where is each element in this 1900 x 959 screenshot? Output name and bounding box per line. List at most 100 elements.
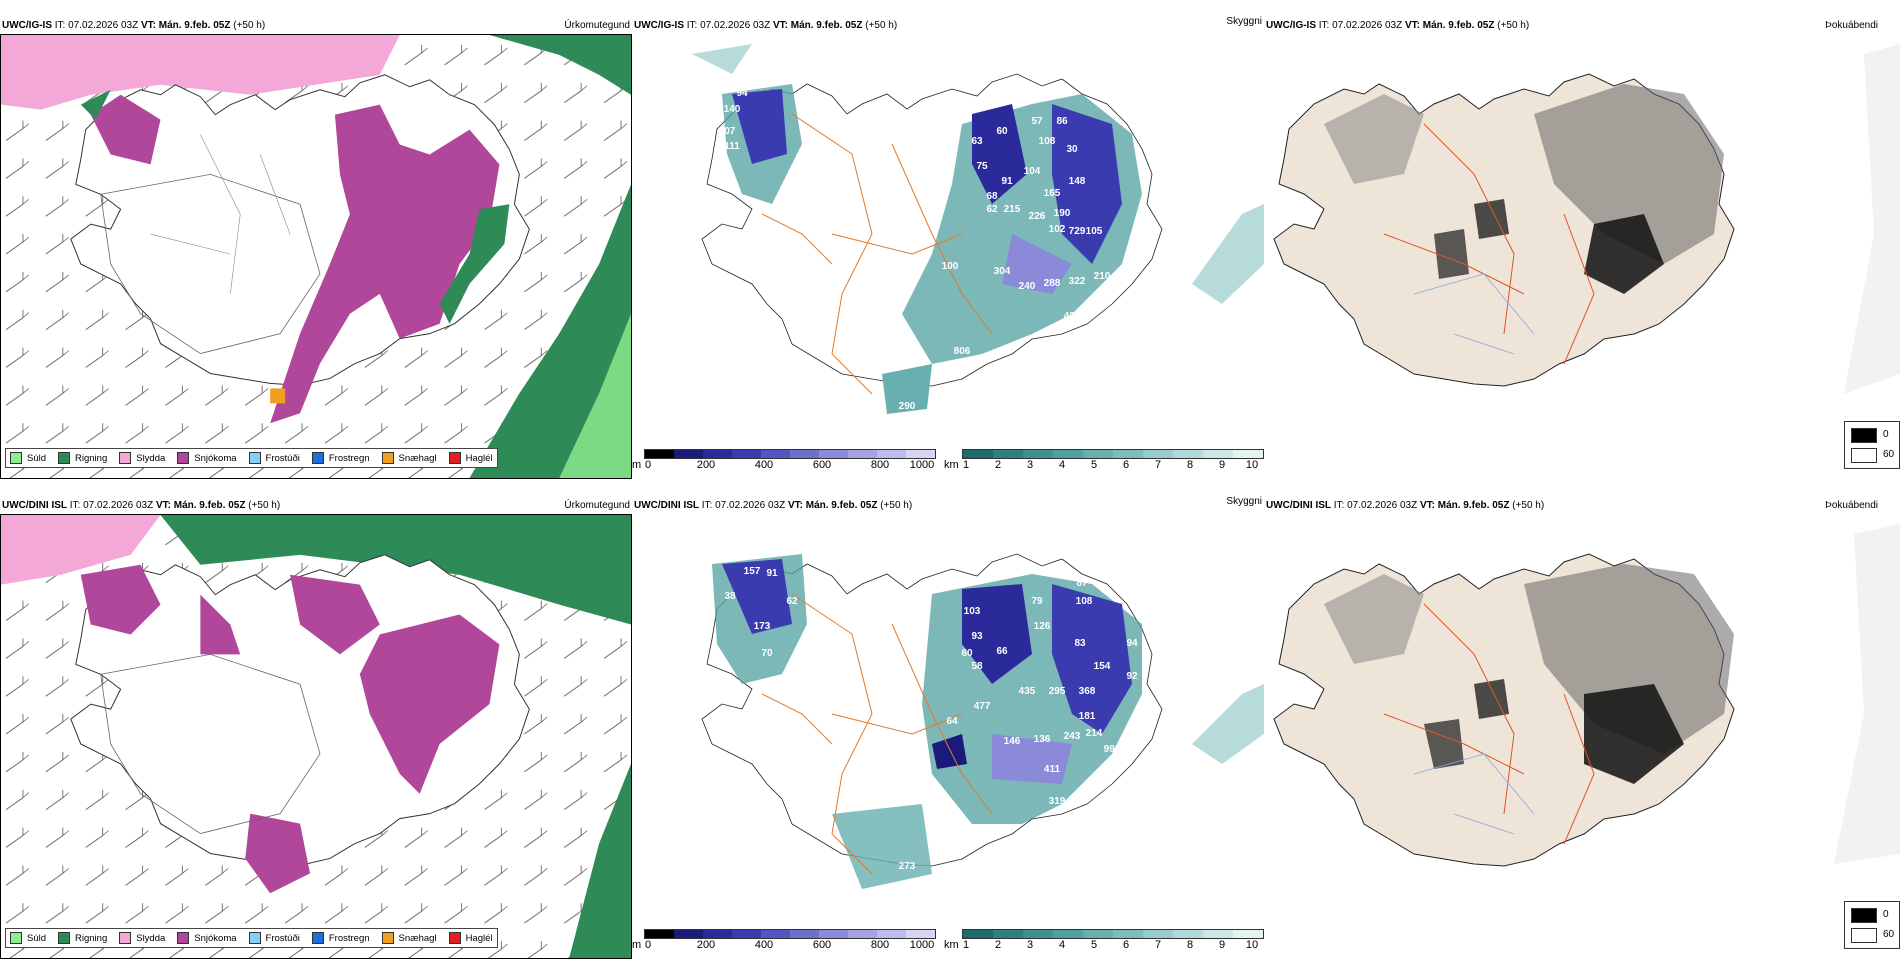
colorbar-step [674,930,703,938]
ceiling-label: 290 [899,401,916,412]
precip-type-panel-igis: UWC/IG-IS IT: 07.02.2026 03Z VT: Mán. 9.… [0,14,632,479]
ceiling-tick: 800 [870,939,890,951]
ceiling-label: 190 [1054,208,1071,219]
visibility-tick: 9 [1218,939,1226,951]
colorbar-step [848,930,877,938]
colorbar-step [993,930,1023,938]
colorbar-step [1053,930,1083,938]
ceiling-label: 103 [964,606,981,617]
ceiling-colorbar: m 0 200 400 600 800 1000 [632,929,936,959]
ceiling-label: 288 [1044,278,1061,289]
ceiling-label: 215 [1004,204,1021,215]
fog-legend: 0 60 [1844,901,1900,949]
colorbar-step [761,450,790,458]
ceiling-label: 438 [1064,311,1081,322]
fog-panel-igis: UWC/IG-IS IT: 07.02.2026 03Z VT: Mán. 9.… [1264,14,1900,479]
ceiling-label: 165 [1044,188,1061,199]
ceiling-label: 477 [974,701,991,712]
colorbar-step [1023,930,1053,938]
legend-item: Rigning [58,932,107,944]
visibility-tick: 6 [1122,939,1130,951]
ceiling-label: 86 [1056,116,1068,127]
ceiling-label: 94 [1126,638,1138,649]
colorbar-step [819,930,848,938]
ceiling-label: 240 [1019,281,1036,292]
panel-header: UWC/DINI ISL IT: 07.02.2026 03Z VT: Mán.… [634,500,913,511]
visibility-colorbar: km 1 2 3 4 5 6 7 8 9 10 [944,449,1264,479]
ceiling-tick: 400 [754,939,774,951]
colorbar-step [703,930,732,938]
field-name: Skyggni [1226,496,1262,507]
ceiling-tick: 0 [644,939,652,951]
visibility-panel-dini: UWC/DINI ISL IT: 07.02.2026 03Z VT: Mán.… [632,494,1264,959]
ceiling-colorbar: m 0 200 400 600 800 1000 [632,449,936,479]
ceiling-tick: 1000 [909,459,935,471]
legend-item: Rigning [58,452,107,464]
visibility-tick: 4 [1058,939,1066,951]
ceiling-label: 30 [1066,144,1078,155]
ceiling-label: 304 [994,266,1011,277]
ceiling-label: 319 [1049,796,1066,807]
colorbar-step [645,450,674,458]
visibility-tick: 5 [1090,939,1098,951]
visibility-tick: 3 [1026,939,1034,951]
ceiling-label: 75 [976,161,988,172]
ceiling-tick: 400 [754,459,774,471]
ceiling-label: 243 [1064,731,1081,742]
colorbar-step [790,450,819,458]
colorbar-step [1083,930,1113,938]
legend-item: Frostregn [311,452,370,464]
ceiling-labels: 94 140 278 107 111 63 75 60 57 86 108 30… [699,88,1111,412]
legend-item: Frostregn [311,932,370,944]
ceiling-label: 157 [744,566,761,577]
ceiling-label: 338 [1054,338,1071,349]
colorbar-step [1143,450,1173,458]
ceiling-label: 66 [996,646,1008,657]
ceiling-label: 102 [1049,224,1066,235]
precip-map: Súld Rigning Slydda Snjókoma Frostúði Fr… [0,514,632,959]
field-name: Úrkomutegund [564,500,630,511]
fog-legend-label: 60 [1883,929,1895,940]
visibility-map: 157 91 38 62 173 70 39 103 93 60 58 66 7… [632,514,1264,924]
colorbar-step [645,930,674,938]
fog-legend-label: 0 [1883,909,1889,920]
legend-item: Frostúði [248,932,300,944]
precip-type-legend: Súld Rigning Slydda Snjókoma Frostúði Fr… [5,448,498,468]
ceiling-label: 226 [1029,211,1046,222]
colorbar-step [819,450,848,458]
ceiling-label: 806 [954,346,971,357]
colorbar-step [1173,930,1203,938]
ceiling-label: 368 [1079,686,1096,697]
visibility-tick: 5 [1090,459,1098,471]
colorbar-step [906,450,935,458]
panel-header: UWC/DINI ISL IT: 07.02.2026 03Z VT: Mán.… [1266,500,1545,511]
ceiling-label: 278 [699,121,716,132]
ceiling-labels: 157 91 38 62 173 70 39 103 93 60 58 66 7… [724,566,1138,872]
colorbar-step [1203,930,1233,938]
visibility-tick: 6 [1122,459,1130,471]
ceiling-label: 148 [1069,176,1086,187]
ceiling-label: 38 [724,591,736,602]
legend-item: Snjókoma [177,452,237,464]
ceiling-tick: 1000 [909,939,935,951]
legend-item: Snæhagl [381,932,437,944]
panel-header: UWC/IG-IS IT: 07.02.2026 03Z VT: Mán. 9.… [1266,20,1530,31]
ceiling-label: 57 [1031,116,1043,127]
ceiling-label: 126 [1034,621,1051,632]
colorbar-step [1233,450,1263,458]
fog-map: 0 60 [1264,34,1900,479]
legend-item: Snæhagl [381,452,437,464]
colorbar-step [674,450,703,458]
ceiling-label: 146 [1004,736,1021,747]
ceiling-label: 87 [1076,578,1088,589]
ceiling-label: 60 [961,648,973,659]
ceiling-tick: 200 [696,459,716,471]
ceiling-tick: 0 [644,459,652,471]
panel-header: UWC/IG-IS IT: 07.02.2026 03Z VT: Mán. 9.… [634,20,898,31]
ceiling-label: 60 [996,126,1008,137]
ceiling-label: 92 [1126,671,1138,682]
panel-header: UWC/DINI ISL IT: 07.02.2026 03Z VT: Mán.… [2,500,281,511]
ceiling-label: 295 [1049,686,1066,697]
ceiling-unit: m [632,459,642,471]
colorbar-step [1203,450,1233,458]
